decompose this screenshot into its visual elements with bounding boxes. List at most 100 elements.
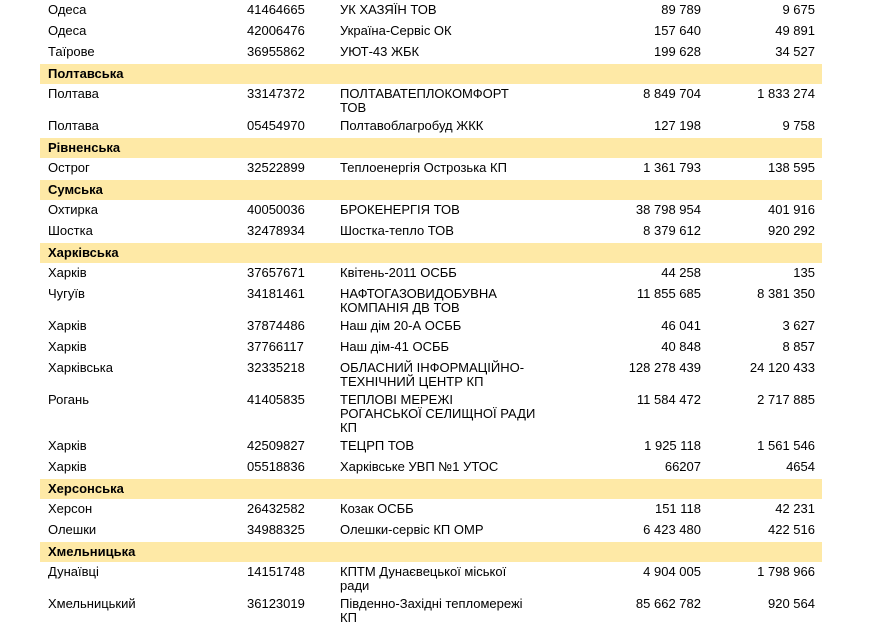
cell-name: ПОЛТАВАТЕПЛОКОМФОРТ ТОВ <box>340 86 509 115</box>
cell-v1: 66207 <box>664 459 701 474</box>
cell-city: Рогань <box>48 392 89 407</box>
cell-v2: 1 798 966 <box>757 564 815 579</box>
cell-name: УК ХАЗЯЇН ТОВ <box>340 2 437 17</box>
cell-v2: 42 231 <box>775 501 815 516</box>
cell-name: НАФТОГАЗОВИДОБУВНА КОМПАНІЯ ДВ ТОВ <box>340 286 497 315</box>
data-row: Харків 42509827 ТЕЦРП ТОВ 1 925 118 1 561 54… <box>40 436 822 457</box>
cell-v1: 157 640 <box>654 23 701 38</box>
data-row: Хмельницький 36123019 Південно-Західні теп… <box>40 594 822 626</box>
data-row: Одеса 41464665 УК ХАЗЯЇН ТОВ 89 789 9 675 <box>40 0 822 21</box>
cell-v1: 40 848 <box>661 339 701 354</box>
cell-code: 42006476 <box>247 23 305 38</box>
cell-name: Наш дім 20-А ОСББ <box>340 318 462 333</box>
cell-code: 32335218 <box>247 360 305 375</box>
cell-v1: 46 041 <box>661 318 701 333</box>
cell-code: 41464665 <box>247 2 305 17</box>
region-row: Рівненська <box>40 136 822 158</box>
cell-city: Херсон <box>48 501 93 516</box>
cell-name: БРОКЕНЕРГІЯ ТОВ <box>340 202 460 217</box>
data-row: Харків 37657671 Квітень-2011 ОСББ 44 258 135 <box>40 263 822 284</box>
cell-v2: 9 675 <box>782 2 815 17</box>
cell-city: Полтава <box>48 118 99 133</box>
region-row: Полтавська <box>40 62 822 84</box>
cell-v2: 920 564 <box>768 596 815 611</box>
cell-code: 14151748 <box>247 564 305 579</box>
cell-v2: 138 595 <box>768 160 815 175</box>
cell-city: Шостка <box>48 223 93 238</box>
cell-v2: 1 833 274 <box>757 86 815 101</box>
cell-v2: 401 916 <box>768 202 815 217</box>
cell-v1: 127 198 <box>654 118 701 133</box>
cell-code: 05518836 <box>247 459 305 474</box>
cell-v1: 1 361 793 <box>643 160 701 175</box>
cell-name: Квітень-2011 ОСББ <box>340 265 457 280</box>
cell-v2: 34 527 <box>775 44 815 59</box>
cell-v1: 6 423 480 <box>643 522 701 537</box>
cell-v2: 135 <box>793 265 815 280</box>
cell-name: Південно-Західні тепломережі КП <box>340 596 523 625</box>
cell-city: Харків <box>48 438 87 453</box>
cell-v2: 8 857 <box>782 339 815 354</box>
cell-code: 41405835 <box>247 392 305 407</box>
cell-v2: 422 516 <box>768 522 815 537</box>
cell-city: Таїрове <box>48 44 95 59</box>
cell-name: ТЕПЛОВІ МЕРЕЖІ РОГАНСЬКОЇ СЕЛИЩНОЇ РАДИ … <box>340 392 536 435</box>
data-row: Херсон 26432582 Козак ОСББ 151 118 42 231 <box>40 499 822 520</box>
cell-city: Чугуїв <box>48 286 85 301</box>
region-name: Полтавська <box>40 62 822 84</box>
table-body: Одеса 41464665 УК ХАЗЯЇН ТОВ 89 789 9 675 Оде… <box>40 0 822 626</box>
data-row: Олешки 34988325 Олешки-сервіс КП ОМР 6 423 … <box>40 520 822 541</box>
cell-v1: 199 628 <box>654 44 701 59</box>
cell-name: ОБЛАСНИЙ ІНФОРМАЦІЙНО- ТЕХНІЧНИЙ ЦЕНТР К… <box>340 360 525 389</box>
cell-v1: 128 278 439 <box>628 360 701 375</box>
cell-code: 33147372 <box>247 86 305 101</box>
cell-code: 36955862 <box>247 44 305 59</box>
cell-code: 26432582 <box>247 501 305 516</box>
cell-name: Харківське УВП №1 УТОС <box>340 459 499 474</box>
data-row: Полтава 33147372 ПОЛТАВАТЕПЛОКОМФОРТ ТОВ 8 … <box>40 84 822 116</box>
cell-v2: 9 758 <box>782 118 815 133</box>
cell-name: Наш дім-41 ОСББ <box>340 339 450 354</box>
cell-city: Харківська <box>48 360 113 375</box>
data-table: Одеса 41464665 УК ХАЗЯЇН ТОВ 89 789 9 675 Оде… <box>40 0 822 626</box>
region-row: Харківська <box>40 241 822 263</box>
cell-city: Одеса <box>48 2 87 17</box>
region-name: Рівненська <box>40 136 822 158</box>
cell-code: 36123019 <box>247 596 305 611</box>
cell-city: Олешки <box>48 522 97 537</box>
cell-city: Полтава <box>48 86 99 101</box>
cell-code: 32522899 <box>247 160 305 175</box>
cell-name: Олешки-сервіс КП ОМР <box>340 522 484 537</box>
cell-code: 42509827 <box>247 438 305 453</box>
data-row: Острог 32522899 Теплоенергія Острозька КП 1… <box>40 158 822 179</box>
region-name: Сумська <box>40 178 822 200</box>
cell-code: 05454970 <box>247 118 305 133</box>
data-row: Чугуїв 34181461 НАФТОГАЗОВИДОБУВНА КОМПАНІ… <box>40 284 822 316</box>
cell-code: 40050036 <box>247 202 305 217</box>
cell-city: Хмельницький <box>48 596 136 611</box>
cell-v2: 49 891 <box>775 23 815 38</box>
cell-v1: 1 925 118 <box>644 438 701 453</box>
data-row: Харків 05518836 Харківське УВП №1 УТОС 6620… <box>40 457 822 478</box>
cell-v1: 11 855 685 <box>636 286 701 301</box>
region-row: Сумська <box>40 178 822 200</box>
cell-name: ТЕЦРП ТОВ <box>340 438 414 453</box>
cell-v2: 1 561 546 <box>757 438 815 453</box>
cell-code: 34181461 <box>247 286 305 301</box>
cell-name: УЮТ-43 ЖБК <box>340 44 420 59</box>
region-row: Херсонська <box>40 477 822 499</box>
cell-v2: 24 120 433 <box>749 360 815 375</box>
data-row: Полтава 05454970 Полтавоблагробуд ЖКК 127 1… <box>40 116 822 137</box>
region-row: Хмельницька <box>40 540 822 562</box>
cell-name: Полтавоблагробуд ЖКК <box>340 118 484 133</box>
cell-name: Козак ОСББ <box>340 501 414 516</box>
cell-code: 37766117 <box>247 339 304 354</box>
data-row: Одеса 42006476 Україна-Сервіс ОК 157 640 49 … <box>40 21 822 42</box>
data-row: Харків 37874486 Наш дім 20-А ОСББ 46 041 3 6… <box>40 316 822 337</box>
cell-code: 34988325 <box>247 522 305 537</box>
cell-v1: 11 584 472 <box>636 392 701 407</box>
cell-v2: 920 292 <box>768 223 815 238</box>
cell-city: Одеса <box>48 23 87 38</box>
cell-city: Дунаївці <box>48 564 99 579</box>
